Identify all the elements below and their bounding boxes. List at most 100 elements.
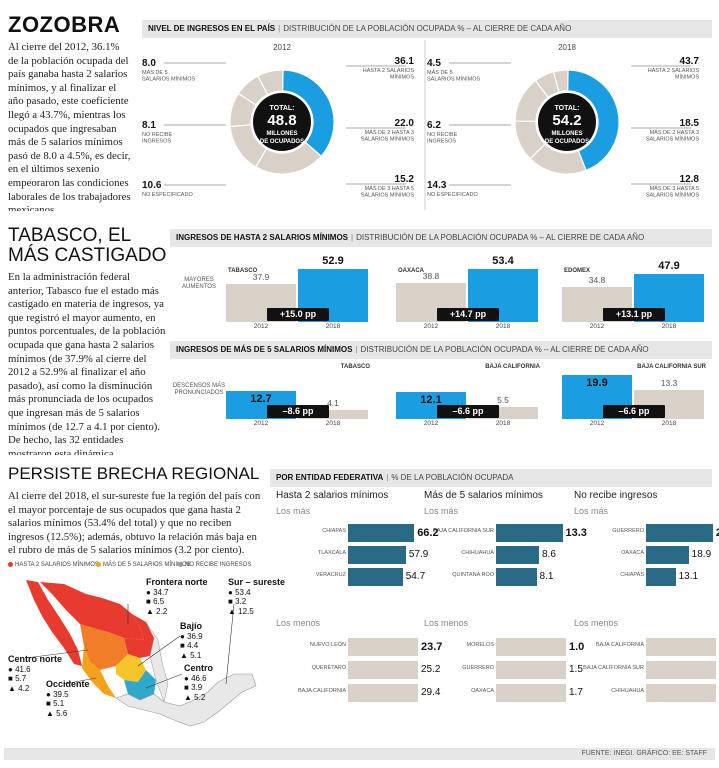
map-legend-b: MÁS DE 5 SALARIOS MÍNIMOS xyxy=(96,562,191,568)
donut-slice xyxy=(552,69,569,93)
entidad-header-rest: % DE LA POBLACIÓN OCUPADA xyxy=(391,473,514,482)
region-bajio-name: Bajío xyxy=(180,621,203,631)
row-value: 23.7 xyxy=(421,641,443,653)
map-noreste xyxy=(124,614,154,658)
bar-2018 xyxy=(298,409,368,419)
row-label: CHIAPAS xyxy=(620,572,644,578)
map-frontera-norte xyxy=(40,582,144,640)
donut-callout-label: SALARIOS MÍNIMOS xyxy=(361,192,415,199)
row-value: 13.1 xyxy=(678,571,699,582)
row-label: OAXACA xyxy=(621,550,644,556)
tabasco-title-2: MÁS CASTIGADO xyxy=(8,245,167,266)
region-bajio-v1: 36.9 xyxy=(187,631,203,641)
year-2012: 2012 xyxy=(423,323,439,330)
row-bar xyxy=(348,661,418,679)
panel-state: EDOMEX xyxy=(564,268,591,274)
mas5-chart: DESCENSOS MÁS PRONUNCIADOS TABASCO 12.7 4.1… xyxy=(170,363,715,433)
donut-callout-label: MÍNIMOS xyxy=(390,74,414,81)
diff-pill: +15.0 pp xyxy=(267,308,329,321)
donut-callout-value: 4.5 xyxy=(427,58,441,69)
row-label: VERACRUZ xyxy=(315,572,346,578)
row-value: 8.1 xyxy=(539,571,554,582)
tabasco-title-1: TABASCO, EL xyxy=(8,225,132,246)
row-label: BAJA CALIFORNIA SUR xyxy=(583,665,644,671)
bar-value-2018: 4.1 xyxy=(327,397,339,408)
donut-callout-value: 8.0 xyxy=(142,58,156,69)
row-value: 13.3 xyxy=(565,527,587,539)
donut-center xyxy=(253,93,311,151)
pointer-occidente xyxy=(63,677,97,685)
donut-callout-label: MÁS DE 5 xyxy=(427,69,453,76)
bar-value-2018: 52.9 xyxy=(322,255,344,268)
region-centro: Centro ● 46.6 ■ 3.9 ▲ 5.2 xyxy=(184,663,213,702)
donut-callout-value: 18.5 xyxy=(680,118,700,129)
year-2012: 2012 xyxy=(589,420,605,427)
region-centro-norte-v1: 41.6 xyxy=(15,664,31,674)
donut-ocupados: DE OCUPADOS xyxy=(545,139,589,145)
entidad-col-title: Hasta 2 salarios mínimos xyxy=(276,490,389,501)
donut-callout-label: MÁS DE 3 HASTA 5 xyxy=(650,185,699,192)
row-value: 29.4 xyxy=(421,687,441,698)
brecha-body: Al cierre del 2018, el sur-sureste fue l… xyxy=(8,490,261,557)
row-bar xyxy=(646,638,716,656)
nivel-header-rest: DISTRIBUCIÓN DE LA POBLACIÓN OCUPADA % –… xyxy=(283,24,572,33)
pointer-sur xyxy=(225,603,235,685)
panel-state: OAXACA xyxy=(398,268,425,274)
row-value: 1.5 xyxy=(569,664,583,675)
row-label: QUINTANA ROO xyxy=(452,572,494,578)
mas5-header-rest: DISTRIBUCIÓN DE LA POBLACIÓN OCUPADA % –… xyxy=(360,345,649,354)
diff-pill: +14.7 pp xyxy=(437,308,499,321)
year-2018: 2018 xyxy=(325,420,341,427)
bar-value-2012: 38.8 xyxy=(422,271,440,282)
donut-total-label: TOTAL: xyxy=(269,105,294,112)
row-bar xyxy=(646,546,689,564)
year-2018: 2018 xyxy=(325,323,341,330)
donut-2018: 2018 TOTAL:54.2 MILLONES DE OCUPADOS 43.7HAS… xyxy=(427,43,699,199)
nivel-header-bold: NIVEL DE INGRESOS EN EL PAÍS xyxy=(148,24,276,33)
row-bar xyxy=(348,684,418,702)
year-2012: 2012 xyxy=(589,323,605,330)
row-label: GUERRERO xyxy=(612,528,644,534)
row-value: 25.2 xyxy=(421,664,441,675)
donut-total-value: 54.2 xyxy=(552,112,581,129)
map-gulf-coast xyxy=(145,621,169,703)
donut-callout-label: SALARIOS MÍNIMOS xyxy=(427,76,481,83)
row-label: CHIHUAHUA xyxy=(461,550,494,556)
bar-value-2012: 12.7 xyxy=(250,393,272,406)
donut-callout-label: NO RECIBE xyxy=(427,132,458,138)
donut-callout-value: 36.1 xyxy=(395,56,415,67)
region-occidente-v2: 5.1 xyxy=(53,699,65,708)
bar-value-2012: 37.9 xyxy=(252,272,270,283)
year-2018: 2018 xyxy=(495,323,511,330)
diff-pill: +13.1 pp xyxy=(603,308,665,321)
donut-year: 2018 xyxy=(558,43,576,52)
bar-value-2012: 12.1 xyxy=(420,394,442,407)
region-centro-v1: 46.6 xyxy=(191,673,207,683)
region-bajio-v2: 4.4 xyxy=(187,641,199,650)
region-occidente-name: Occidente xyxy=(46,679,90,689)
footer-source: FUENTE: INEGI. GRÁFICO: EE: STAFF xyxy=(4,748,715,760)
row-value: 18.9 xyxy=(691,549,712,560)
hasta2-header: INGRESOS DE HASTA 2 SALARIOS MÍNIMOS | DIS… xyxy=(170,229,712,247)
donut-millones: MILLONES xyxy=(552,131,583,137)
panel-state: TABASCO xyxy=(228,268,258,274)
map-legend-c: NO RECIBE INGRESOS xyxy=(178,562,251,568)
donut-total-value: 48.8 xyxy=(267,112,296,129)
region-centro-norte-v2: 5.7 xyxy=(15,674,27,683)
diff-pill: –6.6 pp xyxy=(603,405,665,418)
hasta2-chart: MAYORES AUMENTOS TABASCO 37.9 52.9 +15.0 pp 2… xyxy=(170,254,715,334)
row-label: QUERÉTARO xyxy=(311,665,346,671)
row-bar xyxy=(348,524,415,542)
donut-slice xyxy=(257,69,284,96)
donut-callout-label: MÁS DE 5 xyxy=(142,69,168,76)
donut-slice xyxy=(567,69,620,172)
region-occidente: Occidente ● 39.5 ■ 5.1 ▲ 5.6 xyxy=(46,679,90,718)
zozobra-body: Al cierre del 2012, 36.1% de la població… xyxy=(8,41,131,211)
donut-callout-label: HASTA 2 SALARIOS xyxy=(648,68,700,74)
bar-value-2018: 13.3 xyxy=(660,377,678,388)
bar-value-2018: 53.4 xyxy=(492,254,514,267)
donut-center xyxy=(538,93,596,151)
row-bar xyxy=(646,568,676,586)
map-sur-sureste xyxy=(115,673,257,727)
row-bar xyxy=(496,684,566,702)
